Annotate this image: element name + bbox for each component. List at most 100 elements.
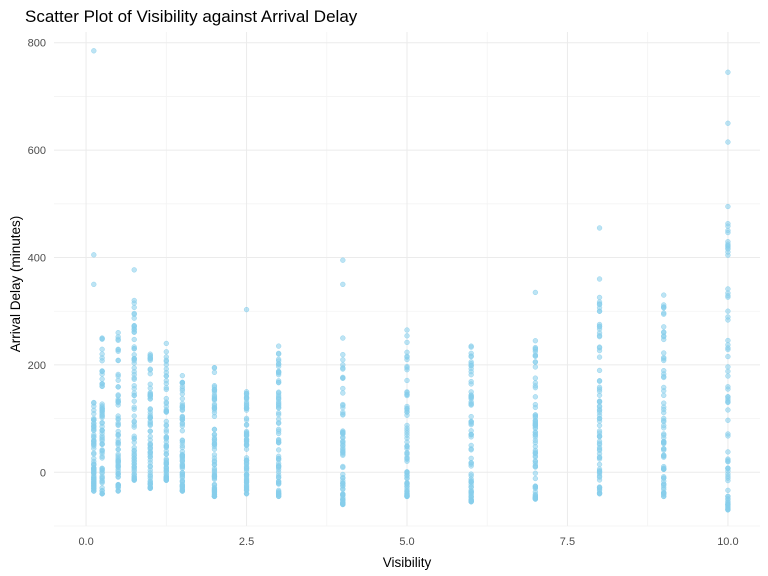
data-point [275,457,282,463]
data-point [596,461,603,468]
data-point [661,425,667,431]
data-point [596,433,603,440]
data-point [131,345,137,352]
x-tick-label: 7.5 [560,536,575,548]
outlier-point [340,281,346,288]
data-point [532,449,539,455]
data-point [468,447,474,453]
data-point [243,389,250,395]
data-point [91,466,97,472]
data-point [596,418,603,424]
data-point [725,396,731,402]
data-point [163,465,169,471]
data-point [468,343,474,349]
data-point [404,446,410,452]
data-point [99,383,105,389]
data-point [404,422,410,429]
data-point [532,359,539,365]
data-point [163,423,169,429]
data-point [468,378,474,385]
data-point [147,428,153,434]
data-point [99,355,105,361]
data-point [275,389,282,395]
data-point [468,488,474,495]
data-point [99,491,105,497]
data-point [468,393,474,399]
data-point [179,448,186,455]
data-point [404,389,410,395]
data-point [404,407,410,413]
data-point [147,479,153,485]
data-point [275,474,282,480]
data-point [147,485,153,492]
tick-labels: 0.0 2.5 5.0 7.5 10.0 0 200 400 600 800 [28,38,739,548]
data-point [661,452,667,459]
data-point [91,488,97,494]
data-point [211,435,218,441]
data-point [596,404,603,410]
data-point [275,420,282,426]
data-point [468,402,474,408]
data-point [275,487,282,494]
data-point [99,478,105,484]
data-point [404,327,410,333]
data-point [91,480,97,487]
data-point [115,442,121,448]
data-point [404,493,410,500]
data-point [275,368,282,375]
data-point [725,373,731,379]
data-point [725,364,731,370]
data-point [163,385,169,391]
data-point [131,418,137,424]
data-point [725,346,731,353]
data-point [243,436,250,443]
data-point [99,448,105,455]
data-point [661,392,667,399]
data-point [131,413,137,419]
data-point [532,475,539,482]
data-point [532,344,539,351]
data-point [725,471,731,477]
data-point [596,399,603,405]
data-point [725,286,731,292]
data-point [275,379,282,386]
outlier-point [532,289,539,296]
data-point [179,391,186,397]
data-point [596,276,603,282]
data-point [99,368,105,375]
data-point [532,496,539,502]
data-point [532,434,539,440]
data-point [661,324,667,330]
outlier-point [91,252,97,258]
data-point [163,373,169,379]
data-point [131,465,137,471]
x-tick-label: 0.0 [78,536,93,548]
data-point [661,439,667,445]
data-point [243,441,250,447]
data-point [340,409,346,416]
data-point [596,422,603,429]
outlier-point [725,69,731,75]
data-point [179,475,186,481]
data-point [163,340,169,347]
data-point [91,399,97,406]
data-point [468,353,474,359]
data-point [404,333,410,339]
data-point [596,454,603,460]
data-point [131,324,137,330]
data-point [404,483,410,489]
data-point [163,436,169,442]
data-point [725,507,731,513]
data-point [91,442,97,448]
data-point [340,385,346,392]
data-point [115,463,121,470]
data-point [211,369,218,376]
data-point [275,480,282,486]
data-point [596,367,603,374]
data-point [596,330,603,336]
data-point [275,439,282,446]
outlier-point [725,139,731,145]
data-point [147,351,153,357]
